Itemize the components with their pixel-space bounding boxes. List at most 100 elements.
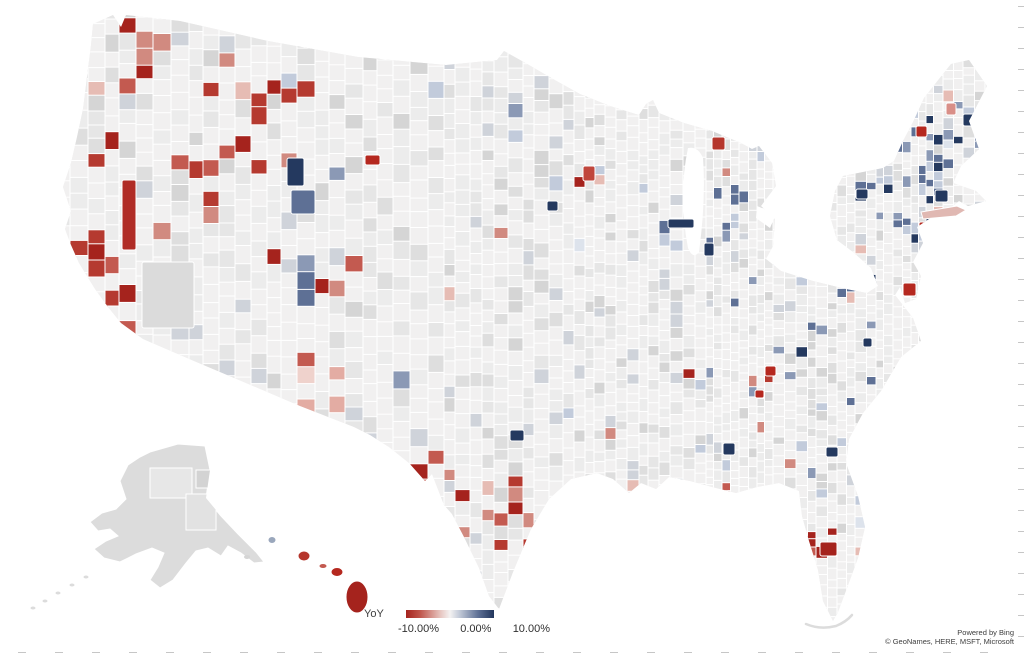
county[interactable] <box>376 381 395 400</box>
county[interactable] <box>1001 350 1014 359</box>
county[interactable] <box>454 15 472 30</box>
county[interactable] <box>795 560 810 574</box>
county[interactable] <box>713 60 724 72</box>
county[interactable] <box>638 550 650 563</box>
county[interactable] <box>604 263 618 277</box>
county[interactable] <box>593 113 607 128</box>
county[interactable] <box>884 0 895 11</box>
county[interactable] <box>118 613 138 630</box>
county[interactable] <box>984 247 994 260</box>
county[interactable] <box>658 426 672 440</box>
county[interactable] <box>314 508 331 529</box>
county[interactable] <box>682 96 697 111</box>
county[interactable] <box>548 239 565 253</box>
county[interactable] <box>933 244 945 256</box>
county[interactable] <box>507 185 525 199</box>
county[interactable] <box>250 335 269 355</box>
county[interactable] <box>328 122 347 141</box>
county[interactable] <box>647 169 661 182</box>
county[interactable] <box>984 427 994 441</box>
county[interactable] <box>669 371 685 386</box>
county[interactable] <box>562 501 576 518</box>
county[interactable] <box>280 120 299 139</box>
county[interactable] <box>953 512 965 524</box>
county[interactable] <box>902 560 913 574</box>
county[interactable] <box>593 215 607 231</box>
county[interactable] <box>846 593 857 606</box>
county[interactable] <box>443 113 457 130</box>
county[interactable] <box>925 350 936 362</box>
county[interactable] <box>942 415 956 427</box>
county[interactable] <box>925 255 936 267</box>
county[interactable] <box>855 630 868 643</box>
county[interactable] <box>902 71 913 83</box>
county[interactable] <box>836 46 849 60</box>
county[interactable] <box>902 10 913 23</box>
county[interactable] <box>795 153 810 165</box>
county[interactable] <box>883 394 895 405</box>
county[interactable] <box>250 222 269 243</box>
county[interactable] <box>866 15 878 25</box>
county[interactable] <box>507 300 525 315</box>
county[interactable] <box>910 489 921 503</box>
county[interactable] <box>795 508 810 522</box>
county[interactable] <box>392 275 412 292</box>
smoky-red[interactable] <box>754 389 765 399</box>
county[interactable] <box>218 158 237 176</box>
county[interactable] <box>721 40 733 54</box>
county[interactable] <box>756 109 767 124</box>
county[interactable] <box>314 391 331 411</box>
county[interactable] <box>902 365 913 377</box>
county[interactable] <box>593 39 607 53</box>
county[interactable] <box>481 309 496 324</box>
county[interactable] <box>234 595 253 615</box>
county[interactable] <box>925 458 936 471</box>
county[interactable] <box>443 323 457 340</box>
county[interactable] <box>738 114 751 126</box>
county[interactable] <box>918 240 928 254</box>
county[interactable] <box>362 501 379 517</box>
county[interactable] <box>280 583 299 599</box>
county[interactable] <box>974 615 987 628</box>
county[interactable] <box>795 130 810 141</box>
county[interactable] <box>522 397 536 411</box>
county[interactable] <box>469 465 484 480</box>
county[interactable] <box>202 252 221 269</box>
county[interactable] <box>469 190 484 205</box>
county[interactable] <box>705 617 716 630</box>
county[interactable] <box>104 416 121 433</box>
county[interactable] <box>234 298 253 315</box>
county[interactable] <box>376 335 395 353</box>
county[interactable] <box>827 240 839 254</box>
county[interactable] <box>69 411 90 429</box>
county[interactable] <box>188 578 205 594</box>
county[interactable] <box>328 94 347 111</box>
county[interactable] <box>328 296 347 316</box>
county[interactable] <box>910 509 921 521</box>
county[interactable] <box>815 410 830 423</box>
county[interactable] <box>953 360 965 371</box>
county[interactable] <box>376 305 395 324</box>
county[interactable] <box>784 322 798 336</box>
county[interactable] <box>344 437 365 457</box>
county[interactable] <box>934 2 945 13</box>
county[interactable] <box>962 229 977 241</box>
county[interactable] <box>784 520 798 535</box>
county[interactable] <box>669 566 685 582</box>
county[interactable] <box>694 347 708 361</box>
county[interactable] <box>454 537 472 550</box>
county[interactable] <box>721 497 733 510</box>
county[interactable] <box>772 47 787 58</box>
county[interactable] <box>152 33 173 53</box>
county[interactable] <box>925 391 936 404</box>
county[interactable] <box>314 31 331 48</box>
county[interactable] <box>604 188 618 204</box>
county[interactable] <box>593 49 607 64</box>
county[interactable] <box>1001 100 1014 112</box>
county[interactable] <box>593 28 607 42</box>
county[interactable] <box>507 286 525 303</box>
county[interactable] <box>469 68 484 83</box>
county[interactable] <box>918 251 928 264</box>
county[interactable] <box>892 456 905 467</box>
county[interactable] <box>1001 246 1014 257</box>
